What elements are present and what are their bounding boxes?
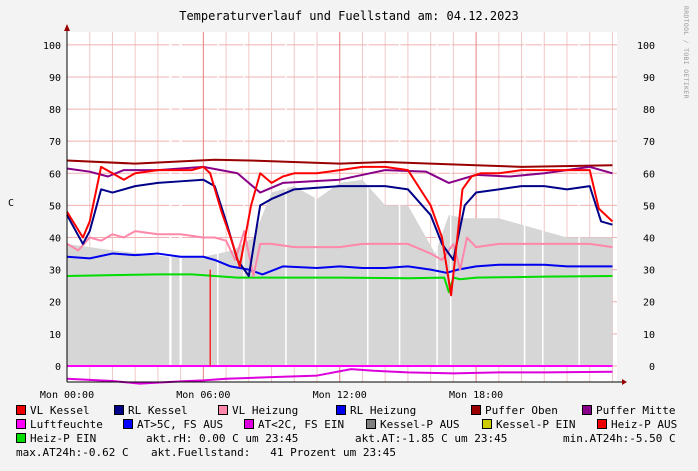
area-gap bbox=[523, 32, 526, 366]
legend-item: Heiz-P AUS bbox=[597, 418, 677, 432]
y-tick-label-right: 60 bbox=[643, 169, 655, 180]
area-gap bbox=[449, 32, 452, 366]
y-tick-label-left: 0 bbox=[55, 362, 61, 373]
legend-swatch bbox=[366, 419, 376, 429]
area-gap bbox=[398, 32, 401, 366]
area-gap bbox=[367, 32, 369, 366]
legend-label: VL Kessel bbox=[30, 404, 90, 417]
legend-label: Kessel-P EIN bbox=[496, 418, 576, 431]
series-vl-kessel bbox=[66, 165, 614, 297]
legend-item: Luftfeuchte bbox=[16, 418, 103, 432]
y-tick-label-right: 90 bbox=[643, 73, 655, 84]
area-gap bbox=[285, 32, 287, 366]
y-tick-label-left: 70 bbox=[49, 137, 61, 148]
y-tick-label-left: 40 bbox=[49, 234, 61, 245]
legend-swatch bbox=[114, 405, 124, 415]
y-tick-label-right: 30 bbox=[643, 266, 655, 277]
legend-item: Puffer Oben bbox=[471, 404, 558, 418]
legend-item: AT<2C, FS EIN bbox=[244, 418, 344, 432]
legend-item: RL Heizung bbox=[336, 404, 416, 418]
info-current-humidity: akt.rH: 0.00 C um 23:45 bbox=[146, 432, 299, 445]
series-puffer-mitte bbox=[66, 165, 613, 194]
y-tick-label-left: 100 bbox=[43, 41, 61, 52]
rrdtool-watermark: RRDTOOL / TOBI OETIKER bbox=[682, 6, 690, 99]
x-axis-arrow bbox=[622, 379, 627, 385]
y-tick-label-left: 50 bbox=[49, 201, 61, 212]
info-current-outdoor-temp: akt.AT:-1.85 C um 23:45 bbox=[355, 432, 508, 445]
area-kessel-p-aus bbox=[67, 179, 613, 366]
legend-label: AT>5C, FS AUS bbox=[137, 418, 224, 431]
legend-label: RL Heizung bbox=[350, 404, 417, 417]
y-tick-label-right: 100 bbox=[637, 41, 655, 52]
y-tick-label-left: 60 bbox=[49, 169, 61, 180]
y-tick-label-left: 20 bbox=[49, 298, 61, 309]
legend-swatch bbox=[218, 405, 228, 415]
temperature-chart: 0 0 10 10 20 20 30 30 40 40 50 50 60 60 70 70 80 80 90 90 10… bbox=[40, 24, 655, 400]
legend-label: Kessel-P AUS bbox=[380, 418, 460, 431]
legend-item: AT>5C, FS AUS bbox=[123, 418, 223, 432]
y-tick-label-left: 90 bbox=[49, 73, 61, 84]
legend-swatch bbox=[244, 419, 254, 429]
x-tick-label: Mon 18:00 bbox=[449, 390, 503, 400]
area-gap bbox=[436, 32, 438, 366]
legend-swatch bbox=[16, 433, 26, 443]
legend-label: Puffer Mitte bbox=[596, 404, 676, 417]
legend-swatch bbox=[471, 405, 481, 415]
y-axis-label: C bbox=[8, 198, 15, 209]
y-tick-label-left: 30 bbox=[49, 266, 61, 277]
legend-item: Kessel-P EIN bbox=[482, 418, 575, 432]
legend-item: RL Kessel bbox=[114, 404, 188, 418]
legend-swatch bbox=[16, 419, 26, 429]
legend-item: VL Kessel bbox=[16, 404, 90, 418]
info-fill-level: akt.Fuellstand: 41 Prozent um 23:45 bbox=[151, 446, 397, 459]
y-tick-label-right: 70 bbox=[643, 137, 655, 148]
series-vl-heizung bbox=[66, 230, 613, 278]
area-gap bbox=[169, 32, 172, 366]
series-puffer-oben bbox=[66, 158, 613, 168]
area-gap bbox=[578, 32, 580, 366]
y-tick-label-right: 10 bbox=[643, 330, 655, 341]
legend-label: Heiz-P EIN bbox=[30, 432, 97, 445]
x-tick-label: Mon 06:00 bbox=[176, 390, 230, 400]
series-at-2c-fs-ein bbox=[66, 368, 613, 385]
legend-label: AT<2C, FS EIN bbox=[258, 418, 345, 431]
chart-title: Temperaturverlauf und Fuellstand am: 04.… bbox=[179, 9, 519, 23]
legend-swatch bbox=[16, 405, 26, 415]
area-gap bbox=[179, 32, 182, 366]
legend-swatch bbox=[123, 419, 133, 429]
legend-label: Puffer Oben bbox=[485, 404, 558, 417]
legend-swatch bbox=[336, 405, 346, 415]
legend-label: RL Kessel bbox=[128, 404, 188, 417]
y-tick-label-right: 20 bbox=[643, 298, 655, 309]
legend-item: VL Heizung bbox=[218, 404, 298, 418]
y-tick-label-right: 0 bbox=[649, 362, 655, 373]
y-tick-label-right: 50 bbox=[643, 201, 655, 212]
legend-item: Heiz-P EIN bbox=[16, 432, 96, 446]
series-rl-kessel bbox=[66, 178, 613, 278]
series-rl-heizung bbox=[66, 252, 613, 276]
legend-swatch bbox=[582, 405, 592, 415]
y-tick-label-right: 40 bbox=[643, 234, 655, 245]
legend-item: Kessel-P AUS bbox=[366, 418, 459, 432]
y-axis-arrow bbox=[64, 24, 70, 31]
info-min-outdoor-temp: min.AT24h:-5.50 C bbox=[563, 432, 676, 445]
y-tick-label-left: 10 bbox=[49, 330, 61, 341]
legend-label: VL Heizung bbox=[232, 404, 299, 417]
area-gap bbox=[542, 32, 544, 366]
x-tick-label: Mon 00:00 bbox=[40, 390, 94, 400]
info-max-outdoor-temp: max.AT24h:-0.62 C bbox=[16, 446, 129, 459]
legend-item: Puffer Mitte bbox=[582, 404, 675, 418]
area-gap bbox=[243, 32, 245, 366]
legend-label: Luftfeuchte bbox=[30, 418, 103, 431]
series-heiz-p-ein bbox=[66, 273, 613, 294]
legend-swatch bbox=[597, 419, 607, 429]
y-tick-label-left: 80 bbox=[49, 105, 61, 116]
x-tick-label: Mon 12:00 bbox=[313, 390, 367, 400]
legend-swatch bbox=[482, 419, 492, 429]
y-tick-label-right: 80 bbox=[643, 105, 655, 116]
legend-label: Heiz-P AUS bbox=[611, 418, 678, 431]
area-gap bbox=[314, 32, 317, 366]
